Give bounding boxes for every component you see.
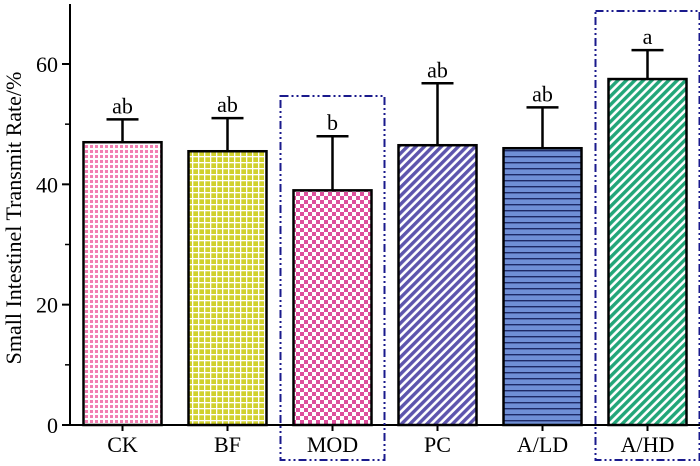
significance-label: ab [427,57,448,82]
bar-pc [397,143,478,427]
bar-a-hd [607,77,688,427]
y-tick-label: 20 [36,293,58,318]
x-tick-label: A/LD [517,432,568,457]
bar-ck [82,140,163,427]
significance-label: a [643,24,653,49]
highlight-box [279,95,386,461]
x-tick-label: MOD [307,432,358,457]
x-tick-label: A/HD [621,432,675,457]
bar-mod [292,189,373,427]
x-tick-label: PC [424,432,451,457]
bar-a-ld [502,146,583,427]
significance-label: ab [112,93,133,118]
x-tick-label: BF [214,432,241,457]
y-axis-label: Small Intestinel Transmit Rate/% [1,72,26,365]
significance-label: ab [217,92,238,117]
bar-bf [187,149,268,427]
significance-label: ab [532,81,553,106]
y-tick-label: 60 [36,52,58,77]
x-tick-label: CK [107,432,138,457]
y-tick-label: 0 [47,413,58,438]
y-tick-label: 40 [36,172,58,197]
highlight-box [594,10,700,461]
significance-label: b [327,110,338,135]
